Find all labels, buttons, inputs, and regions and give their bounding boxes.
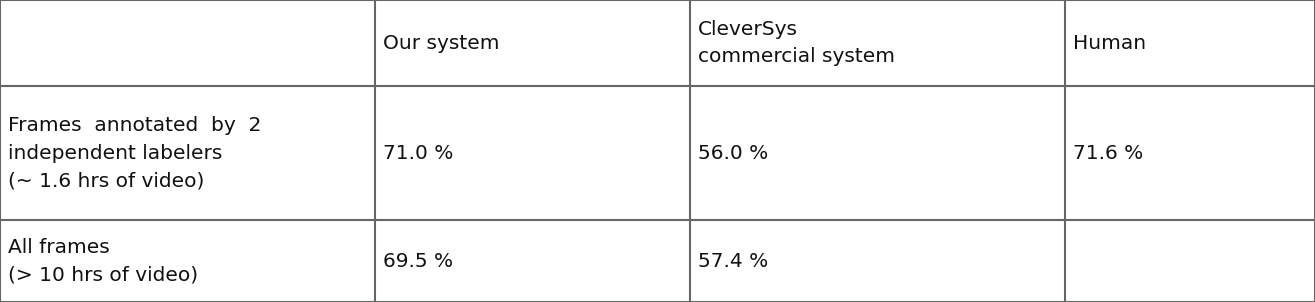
Text: 57.4 %: 57.4 % <box>698 252 768 271</box>
Text: All frames
(> 10 hrs of video): All frames (> 10 hrs of video) <box>8 238 199 285</box>
Text: 71.0 %: 71.0 % <box>383 144 454 163</box>
Text: 69.5 %: 69.5 % <box>383 252 452 271</box>
Text: Frames  annotated  by  2
independent labelers
(∼ 1.6 hrs of video): Frames annotated by 2 independent labele… <box>8 116 262 191</box>
Text: Our system: Our system <box>383 34 500 53</box>
Text: 71.6 %: 71.6 % <box>1073 144 1143 163</box>
Text: CleverSys
commercial system: CleverSys commercial system <box>698 20 896 66</box>
Text: Human: Human <box>1073 34 1147 53</box>
Text: 56.0 %: 56.0 % <box>698 144 768 163</box>
